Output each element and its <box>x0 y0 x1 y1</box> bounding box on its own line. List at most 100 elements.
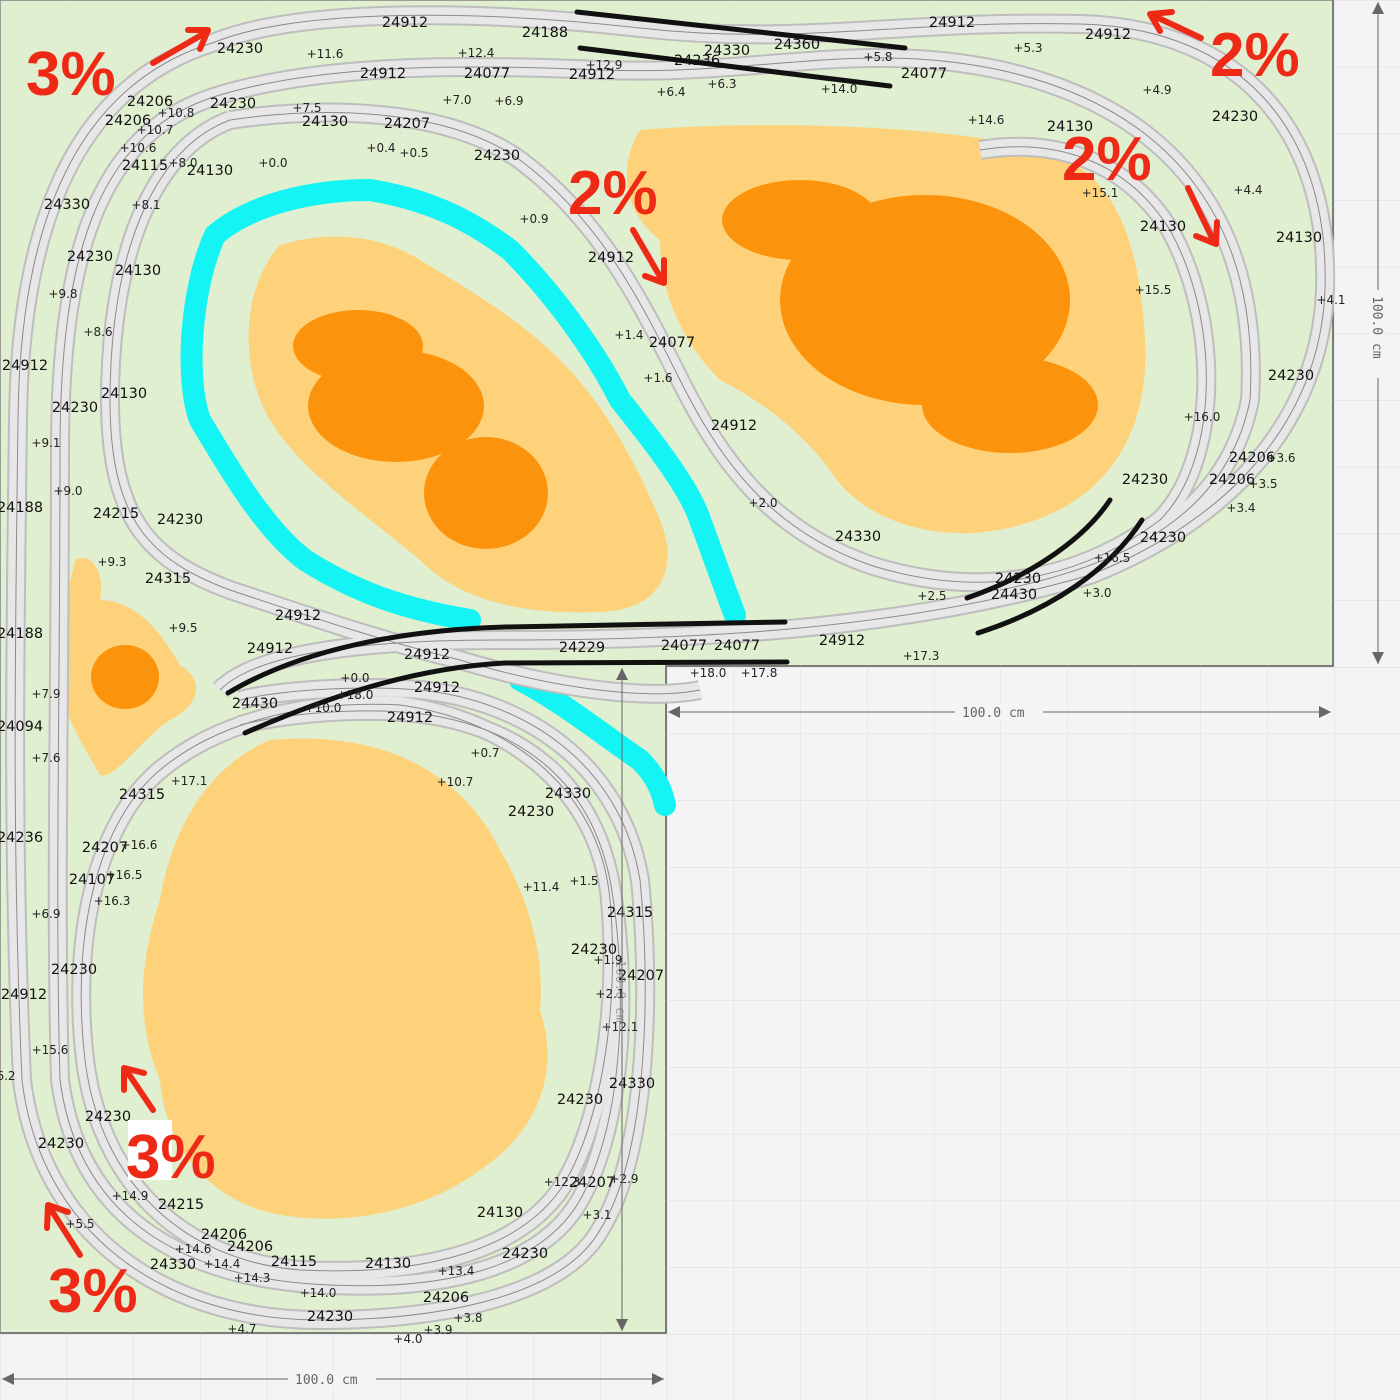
elevation-mark: +18.0 <box>337 688 374 702</box>
track-part-number: 24912 <box>711 418 757 434</box>
elevation-mark: +16.6 <box>121 838 158 852</box>
elevation-mark: +1.4 <box>614 328 643 342</box>
elevation-mark: +14.9 <box>112 1189 149 1203</box>
track-part-number: 24229 <box>559 640 605 656</box>
track-part-number: 24230 <box>474 148 520 164</box>
track-labels: 24912 24188 24912 24230 24330 24912 24077 24912… <box>0 15 1346 1346</box>
track-part-number: 24207 <box>384 116 430 132</box>
track-part-number: 24130 <box>115 263 161 279</box>
bridge-markers <box>225 9 1145 736</box>
track-part-number: 24912 <box>387 710 433 726</box>
track-part-number: 24230 <box>217 41 263 57</box>
elevation-mark: +3.8 <box>453 1311 482 1325</box>
track-part-number: 24912 <box>360 66 406 82</box>
elevation-mark: +7.5 <box>292 101 321 115</box>
track-part-number: 24207 <box>618 968 664 984</box>
elevation-mark: +14.6 <box>175 1242 212 1256</box>
track-part-number: 24236 <box>0 830 43 846</box>
grade-label: 2% <box>1210 21 1300 90</box>
track-part-number: 24330 <box>609 1076 655 1092</box>
elevation-mark: +1.9 <box>593 953 622 967</box>
track-part-number: 24077 <box>714 638 760 654</box>
track-part-number: 24077 <box>661 638 707 654</box>
elevation-mark: +6.9 <box>31 907 60 921</box>
track-part-number: 24330 <box>44 197 90 213</box>
elevation-mark: +16.5 <box>106 868 143 882</box>
dimension-label-middle: 100.0 cm <box>962 706 1025 721</box>
elevation-mark: +1.5 <box>569 874 598 888</box>
elevation-mark: +1.6 <box>643 371 672 385</box>
track-part-number: 24215 <box>93 506 139 522</box>
elevation-mark: +0.4 <box>366 141 395 155</box>
track-part-number: 24430 <box>991 587 1037 603</box>
track-part-number: 24130 <box>477 1205 523 1221</box>
elevation-mark: +4.7 <box>227 1322 256 1336</box>
track-part-number: 24912 <box>1085 27 1131 43</box>
track-part-number: 24230 <box>307 1309 353 1325</box>
elevation-mark: +9.5 <box>168 621 197 635</box>
track-part-number: 24912 <box>247 641 293 657</box>
grade-labels: 3% 2% 2% 2% 3% 3% <box>26 21 1300 1326</box>
track-part-number: 24130 <box>1276 230 1322 246</box>
grade-label: 2% <box>1062 125 1152 194</box>
track-part-number: 24230 <box>1140 530 1186 546</box>
elevation-mark: +4.1 <box>1316 293 1345 307</box>
elevation-mark: +7.9 <box>31 687 60 701</box>
elevation-mark: +9.1 <box>31 436 60 450</box>
elevation-mark: +14.6 <box>968 113 1005 127</box>
elevation-mark: +10.7 <box>437 775 474 789</box>
track-part-number: 24912 <box>414 680 460 696</box>
elevation-mark: +0.0 <box>258 156 287 170</box>
elevation-mark: +5.5 <box>65 1217 94 1231</box>
elevation-mark: +14.0 <box>821 82 858 96</box>
elevation-mark: +3.0 <box>1082 586 1111 600</box>
track-part-number: 24188 <box>0 500 43 516</box>
elevation-mark: +15.6 <box>32 1043 69 1057</box>
elevation-mark: +9.0 <box>53 484 82 498</box>
elevation-mark: +11.6 <box>307 47 344 61</box>
track-part-number: 24912 <box>1 987 47 1003</box>
track-part-number: 24215 <box>158 1197 204 1213</box>
track-part-number: 24912 <box>929 15 975 31</box>
track-part-number: 24912 <box>2 358 48 374</box>
elevation-mark: +14.0 <box>300 1286 337 1300</box>
elevation-mark: +9.8 <box>48 287 77 301</box>
track-part-number: 24236 <box>674 53 720 69</box>
elevation-mark: +5.3 <box>1013 41 1042 55</box>
elevation-mark: +6.3 <box>707 77 736 91</box>
track-part-number: 24330 <box>704 43 750 59</box>
track-part-number: 24315 <box>607 905 653 921</box>
elevation-mark: +16.0 <box>1184 410 1221 424</box>
track-part-number: 24206 <box>1209 472 1255 488</box>
hill-center <box>248 236 668 613</box>
elevation-mark: +12.4 <box>458 46 495 60</box>
elevation-mark: +15.1 <box>1082 186 1119 200</box>
elevation-mark: +12.3 <box>544 1175 581 1189</box>
elevation-mark: +17.1 <box>171 774 208 788</box>
track-part-number: 24315 <box>119 787 165 803</box>
elevation-mark: +18.0 <box>690 666 727 680</box>
hill-small <box>55 558 197 776</box>
elevation-mark: +16.5 <box>1094 551 1131 565</box>
track-part-number: 24206 <box>201 1227 247 1243</box>
elevation-mark: +9.3 <box>97 555 126 569</box>
track-part-number: 24330 <box>545 786 591 802</box>
track-part-number: 24230 <box>52 400 98 416</box>
track-part-number: 24077 <box>649 335 695 351</box>
track-part-number: 24912 <box>275 608 321 624</box>
elevation-mark: +13.4 <box>438 1264 475 1278</box>
track-part-number: 24230 <box>210 96 256 112</box>
track-part-number: 24188 <box>0 626 43 642</box>
track-part-number: 24912 <box>569 67 615 83</box>
elevation-mark: +3.1 <box>582 1208 611 1222</box>
track-part-number: 24130 <box>101 386 147 402</box>
elevation-mark: +14.3 <box>234 1271 271 1285</box>
elevation-mark: +10.7 <box>137 123 174 137</box>
track-part-number: 24115 <box>122 158 168 174</box>
track-part-number: 24330 <box>835 529 881 545</box>
track-part-number: 24206 <box>423 1290 469 1306</box>
elevation-mark: +12.1 <box>602 1020 639 1034</box>
hill-southwest <box>143 738 548 1219</box>
track-part-number: 24912 <box>382 15 428 31</box>
